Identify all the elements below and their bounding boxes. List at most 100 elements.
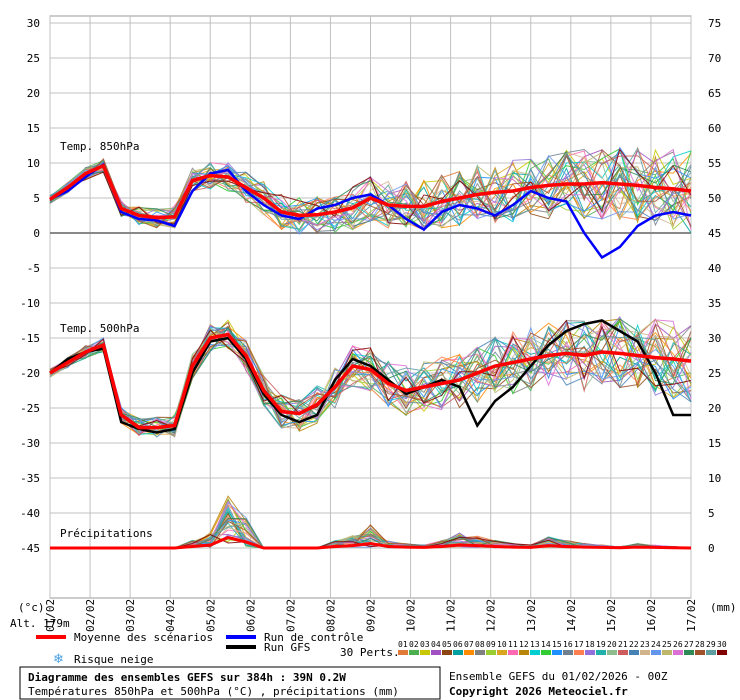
x-tick-label: 06/02 bbox=[244, 599, 257, 632]
x-tick-label: 12/02 bbox=[485, 599, 498, 632]
pert-number: 21 bbox=[618, 640, 628, 649]
pert-swatch-07 bbox=[464, 650, 474, 655]
pert-number: 02 bbox=[409, 640, 419, 649]
left-tick-label: 5 bbox=[33, 192, 40, 205]
right-tick-label: 65 bbox=[708, 87, 721, 100]
legend-mean-label: Moyenne des scénarios bbox=[74, 631, 213, 644]
left-tick-label: 25 bbox=[27, 52, 40, 65]
left-tick-label: -15 bbox=[20, 332, 40, 345]
pert-swatch-19 bbox=[596, 650, 606, 655]
right-tick-label: 30 bbox=[708, 332, 721, 345]
left-tick-label: 10 bbox=[27, 157, 40, 170]
x-tick-label: 15/02 bbox=[605, 599, 618, 632]
member-line-15 bbox=[49, 146, 692, 231]
pert-swatch-16 bbox=[563, 650, 573, 655]
x-tick-label: 11/02 bbox=[445, 599, 458, 632]
precip-mean-line bbox=[50, 535, 692, 550]
pert-number: 22 bbox=[629, 640, 639, 649]
member-line-10 bbox=[49, 329, 692, 435]
altitude-label: Alt. 179m bbox=[10, 617, 70, 630]
right-tick-label: 40 bbox=[708, 262, 721, 275]
copyright: Copyright 2026 Meteociel.fr bbox=[449, 685, 628, 698]
chart-subtitle: Températures 850hPa et 500hPa (°C) , pré… bbox=[28, 685, 399, 698]
pert-number: 11 bbox=[508, 640, 518, 649]
right-tick-label: 60 bbox=[708, 122, 721, 135]
pert-swatch-05 bbox=[442, 650, 452, 655]
right-unit-label: (mm) bbox=[710, 601, 737, 614]
pert-number: 26 bbox=[673, 640, 683, 649]
perturbation-legend: 01 02 03 04 05 06 07 08 09 10 11 12 13 14 15 16 17 18 19 20… bbox=[398, 640, 727, 655]
pert-number: 05 bbox=[442, 640, 452, 649]
member-line-23 bbox=[49, 151, 692, 229]
left-tick-label: -30 bbox=[20, 437, 40, 450]
left-tick-label: -35 bbox=[20, 472, 40, 485]
snow-risk-label: Risque neige bbox=[74, 653, 153, 666]
right-tick-label: 10 bbox=[708, 472, 721, 485]
right-tick-label: 20 bbox=[708, 402, 721, 415]
left-tick-label: -45 bbox=[20, 542, 40, 555]
x-tick-label: 13/02 bbox=[525, 599, 538, 632]
perturbations-label: 30 Perts. bbox=[340, 646, 400, 659]
right-tick-label: 50 bbox=[708, 192, 721, 205]
x-tick-label: 01/02 bbox=[44, 599, 57, 632]
vertical-gridlines bbox=[49, 16, 692, 598]
pert-number: 17 bbox=[574, 640, 584, 649]
pert-number: 08 bbox=[475, 640, 485, 649]
x-tick-label: 02/02 bbox=[84, 599, 97, 632]
pert-number: 10 bbox=[497, 640, 507, 649]
right-tick-label: 45 bbox=[708, 227, 721, 240]
right-tick-label: 75 bbox=[708, 17, 721, 30]
pert-swatch-24 bbox=[651, 650, 661, 655]
pert-swatch-22 bbox=[629, 650, 639, 655]
x-tick-label: 16/02 bbox=[645, 599, 658, 632]
pert-swatch-25 bbox=[662, 650, 672, 655]
left-tick-label: -25 bbox=[20, 402, 40, 415]
left-tick-label: -40 bbox=[20, 507, 40, 520]
precip-panel-label: Précipitations bbox=[60, 527, 153, 540]
left-tick-label: 20 bbox=[27, 87, 40, 100]
right-tick-label: 25 bbox=[708, 367, 721, 380]
main-series-lines bbox=[49, 162, 692, 434]
pert-number: 20 bbox=[607, 640, 617, 649]
pert-swatch-17 bbox=[574, 650, 584, 655]
t500-panel-label: Temp. 500hPa bbox=[60, 322, 139, 335]
member-line-30 bbox=[49, 319, 692, 429]
legend: Moyenne des scénarios Run de contrôle Ru… bbox=[36, 631, 727, 667]
pert-number: 13 bbox=[530, 640, 540, 649]
mean-t850-line bbox=[49, 163, 692, 220]
x-tick-label: 05/02 bbox=[204, 599, 217, 632]
member-line-29 bbox=[49, 325, 692, 425]
right-tick-label: 70 bbox=[708, 52, 721, 65]
pert-swatch-30 bbox=[717, 650, 727, 655]
left-tick-label: -5 bbox=[27, 262, 40, 275]
left-tick-label: -10 bbox=[20, 297, 40, 310]
control-run-t850-line bbox=[49, 162, 692, 260]
right-tick-label: 35 bbox=[708, 297, 721, 310]
member-line-27 bbox=[49, 150, 692, 227]
pert-swatch-23 bbox=[640, 650, 650, 655]
gfs-run-t500-line bbox=[49, 319, 691, 434]
left-tick-label: 15 bbox=[27, 122, 40, 135]
x-tick-label: 04/02 bbox=[164, 599, 177, 632]
legend-gfs-label: Run GFS bbox=[264, 641, 310, 654]
pert-swatch-26 bbox=[673, 650, 683, 655]
pert-number: 09 bbox=[486, 640, 496, 649]
pert-swatch-02 bbox=[409, 650, 419, 655]
pert-number: 12 bbox=[519, 640, 529, 649]
pert-swatch-27 bbox=[684, 650, 694, 655]
pert-swatch-29 bbox=[706, 650, 716, 655]
x-tick-label: 09/02 bbox=[365, 599, 378, 632]
pert-swatch-20 bbox=[607, 650, 617, 655]
pert-number: 14 bbox=[541, 640, 551, 649]
left-axis-ticks: 30 25 20 15 10 5 0 -5 -10 -15 -20 -25 -30 -35 -40 -45 bbox=[20, 17, 40, 555]
pert-number: 30 bbox=[717, 640, 727, 649]
plot-area bbox=[49, 15, 692, 599]
pert-swatch-09 bbox=[486, 650, 496, 655]
pert-swatch-15 bbox=[552, 650, 562, 655]
snowflake-icon: ❄ bbox=[53, 652, 64, 667]
pert-swatch-12 bbox=[519, 650, 529, 655]
pert-number: 03 bbox=[420, 640, 430, 649]
right-tick-label: 15 bbox=[708, 437, 721, 450]
